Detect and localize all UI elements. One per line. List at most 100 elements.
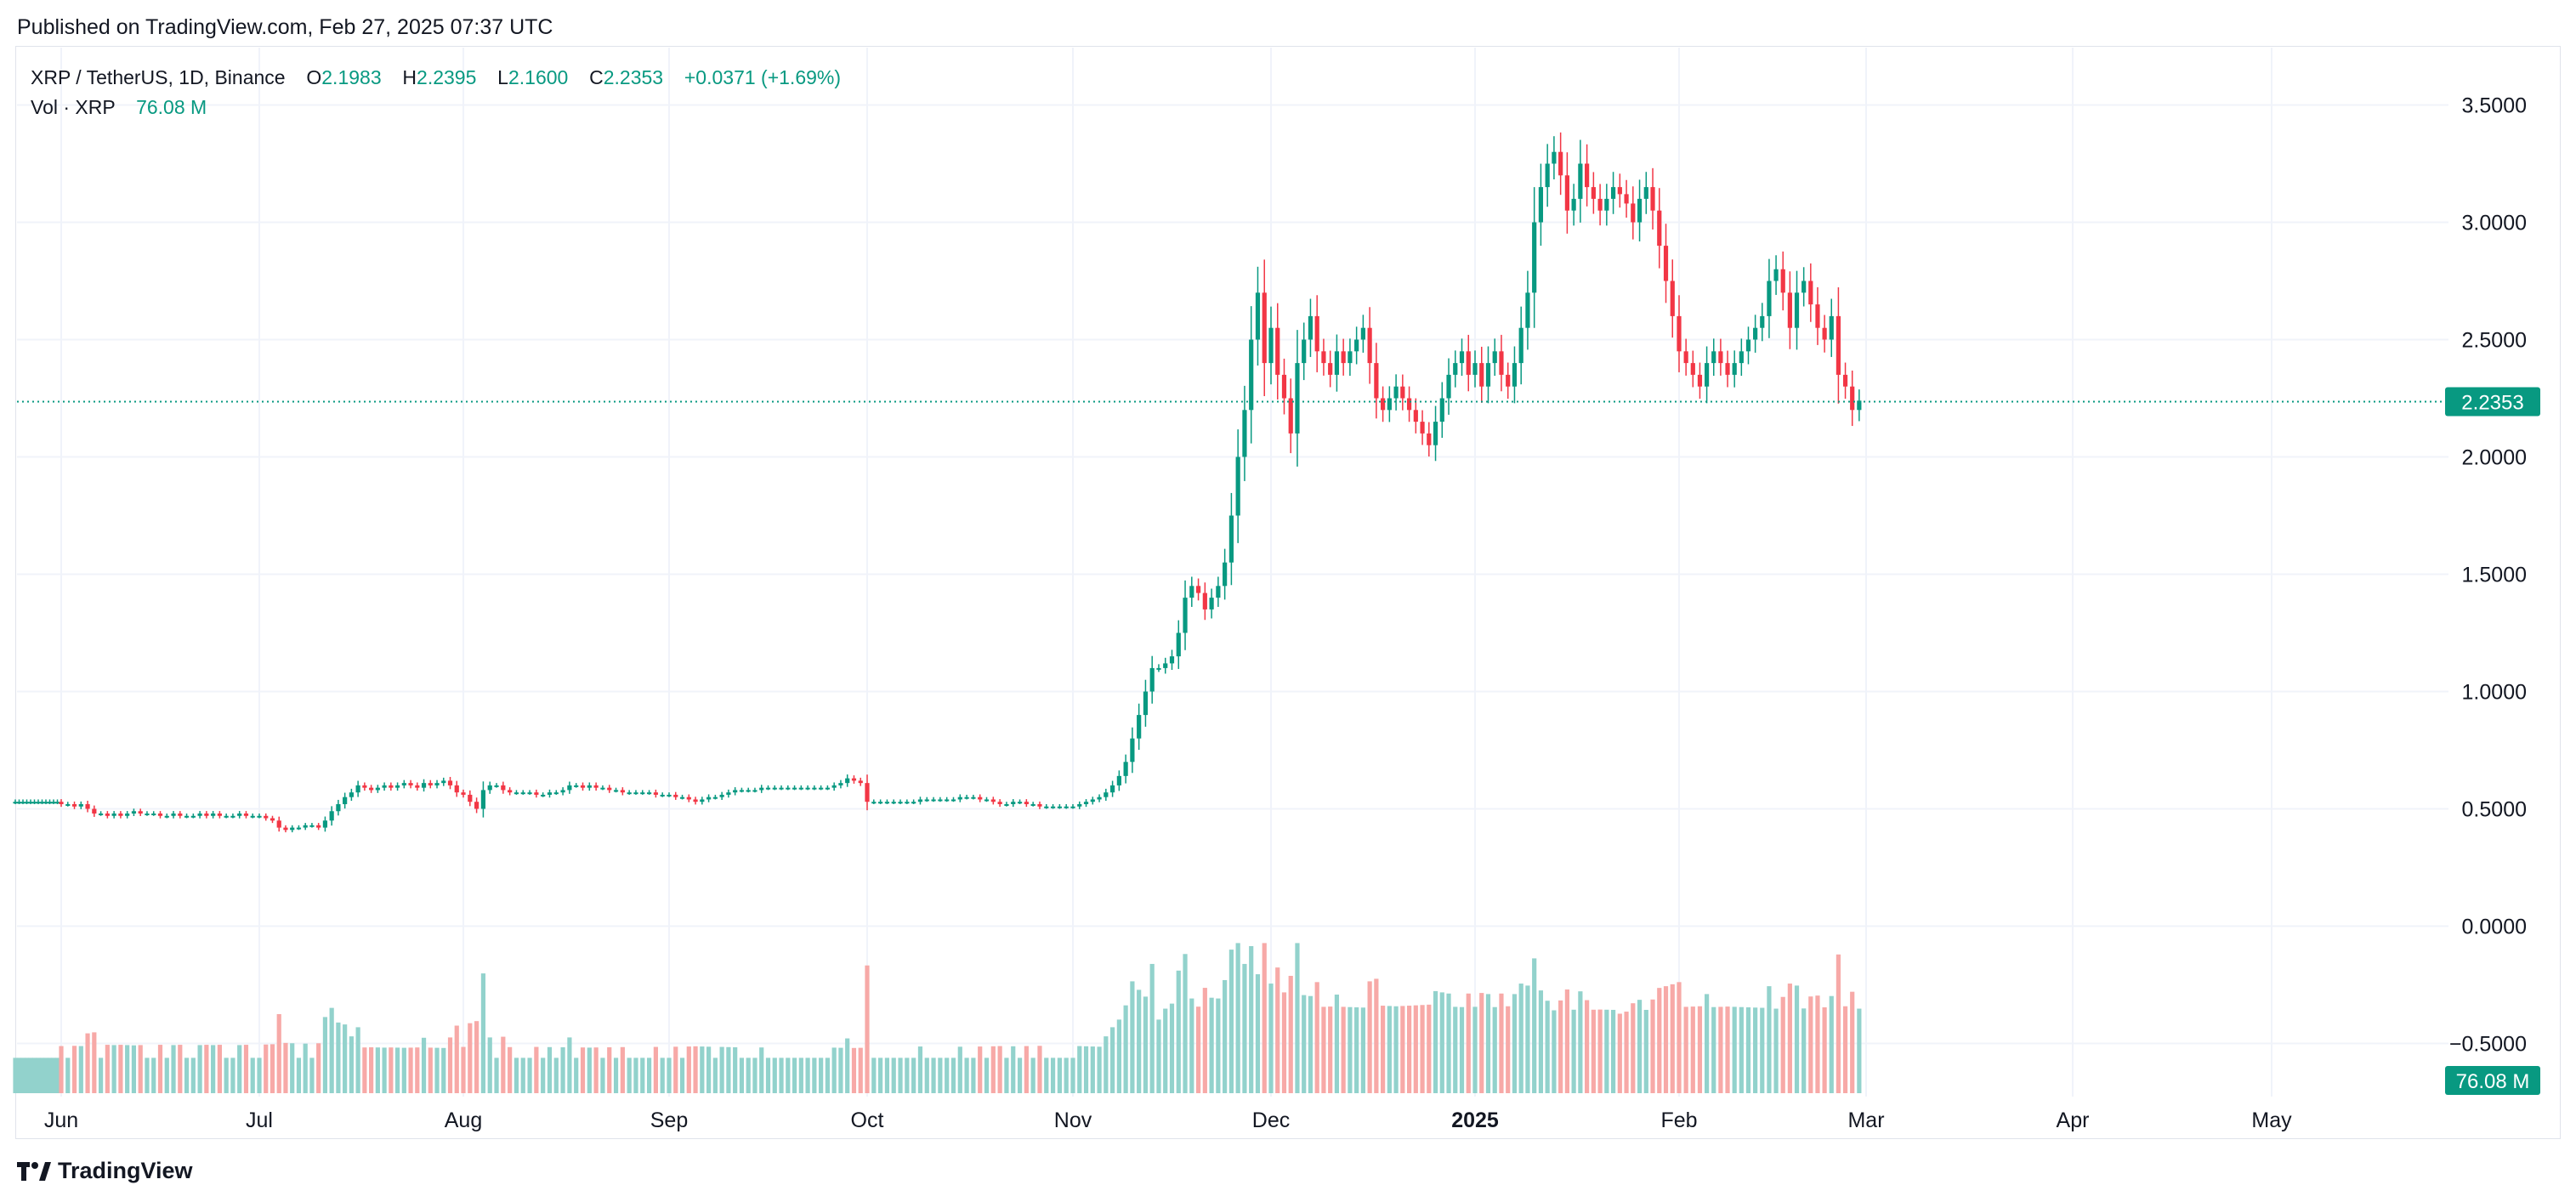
candle-body	[1545, 163, 1550, 188]
candle-body	[560, 790, 565, 793]
volume-bar	[792, 1057, 797, 1093]
price-axis: 3.5000 3.0000 2.5000 2.0000 1.5000 1.0000 0.50…	[2449, 94, 2527, 1057]
volume-bar	[733, 1046, 738, 1093]
candle-body	[1558, 151, 1563, 176]
volume-bar	[726, 1046, 731, 1093]
legend-volume-label[interactable]: Vol · XRP	[31, 96, 116, 118]
candle-body	[1017, 802, 1023, 804]
time-tick-label: 2025	[1451, 1108, 1499, 1132]
candle-body	[230, 815, 235, 818]
candle-body	[401, 783, 406, 785]
candle-body	[905, 802, 910, 804]
chart-frame[interactable]	[15, 46, 2561, 1139]
volume-bar	[667, 1057, 672, 1093]
candle-body	[1677, 315, 1682, 352]
volume-bar	[1295, 943, 1300, 1093]
candle-body	[1453, 363, 1458, 375]
candle-body	[296, 827, 302, 830]
volume-bar	[394, 1047, 400, 1093]
candle-body	[917, 799, 923, 802]
candle-body	[1466, 351, 1471, 375]
legend-symbol[interactable]: XRP / TetherUS, 1D, Binance	[31, 66, 286, 88]
volume-bar	[20, 1057, 26, 1093]
candle-body	[131, 811, 137, 814]
volume-bar	[31, 1057, 37, 1093]
volume-bar	[1308, 995, 1314, 1093]
volume-bar	[706, 1046, 712, 1093]
volume-bar	[1004, 1057, 1009, 1093]
candle-body	[513, 792, 519, 795]
candle-body	[1512, 363, 1518, 387]
volume-bar	[1262, 943, 1267, 1093]
candle-body	[355, 785, 360, 793]
volume-bar	[1195, 1006, 1201, 1093]
volume-bar	[1110, 1027, 1115, 1093]
candle-body	[1578, 163, 1583, 199]
candle-body	[1004, 803, 1009, 806]
volume-bar	[1753, 1007, 1758, 1093]
volume-bar	[1815, 995, 1820, 1093]
volume-bar	[633, 1057, 638, 1093]
volume-bar	[47, 1057, 53, 1093]
candle-body	[211, 814, 216, 816]
volume-bar	[964, 1057, 969, 1093]
candle-body	[1070, 806, 1075, 808]
volume-bar	[1485, 994, 1491, 1093]
candle-body	[54, 802, 60, 804]
volume-badge	[2445, 1066, 2540, 1095]
candle-body	[178, 814, 183, 816]
candle-body	[474, 802, 479, 809]
volume-bar	[950, 1057, 956, 1093]
candle-body	[1195, 586, 1201, 593]
volume-bar	[421, 1037, 427, 1093]
volume-bar	[1794, 985, 1800, 1093]
candle-body	[1624, 194, 1629, 204]
time-tick-label: Nov	[1054, 1108, 1092, 1132]
candle-body	[1732, 363, 1737, 375]
candle-body	[1794, 292, 1800, 328]
volume-bar	[230, 1057, 235, 1093]
candle-body	[1400, 386, 1405, 399]
volume-bar	[560, 1046, 565, 1093]
candle-body	[1354, 339, 1359, 352]
candle-body	[898, 802, 903, 804]
price-tick-label: 1.0000	[2462, 681, 2527, 705]
volume-bar	[494, 1057, 499, 1093]
volume-bar	[164, 1057, 169, 1093]
volume-bar	[1711, 1006, 1716, 1093]
volume-bar	[303, 1043, 308, 1093]
volume-bar	[461, 1046, 466, 1093]
volume-bar	[1677, 982, 1682, 1093]
volume-bar	[924, 1057, 929, 1093]
candle-body	[1262, 292, 1267, 364]
candle-body	[1597, 198, 1603, 211]
candle-body	[217, 814, 222, 816]
volume-bar	[1137, 989, 1142, 1093]
legend-close: 2.2353	[603, 66, 664, 88]
volume-bar	[468, 1023, 473, 1093]
volume-bar	[1808, 996, 1813, 1093]
candle-body	[1189, 586, 1194, 598]
tradingview-brand: TradingView	[58, 1158, 193, 1183]
volume-bar	[1773, 1008, 1779, 1093]
volume-bar	[138, 1045, 143, 1093]
time-tick-label: Mar	[1847, 1108, 1884, 1132]
candle-body	[1228, 515, 1234, 563]
volume-bar	[480, 973, 486, 1093]
tradingview-logo[interactable]: TradingView	[17, 1158, 193, 1184]
candle-body	[1439, 398, 1444, 422]
candle-body	[369, 787, 374, 791]
volume-badge-label: 76.08 M	[2456, 1070, 2530, 1093]
volume-bar	[660, 1057, 665, 1093]
volume-bar	[257, 1057, 262, 1093]
volume-bar	[1857, 1008, 1862, 1093]
candle-body	[1420, 422, 1425, 434]
candle-body	[1650, 187, 1655, 211]
candle-body	[759, 787, 764, 791]
candle-body	[1725, 363, 1730, 375]
volume-bar	[1130, 981, 1135, 1093]
volume-bar	[1420, 1005, 1425, 1093]
legend-ohlc-row: XRP / TetherUS, 1D, Binance O2.1983 H2.2…	[31, 63, 841, 93]
volume-bar	[1321, 1006, 1326, 1093]
